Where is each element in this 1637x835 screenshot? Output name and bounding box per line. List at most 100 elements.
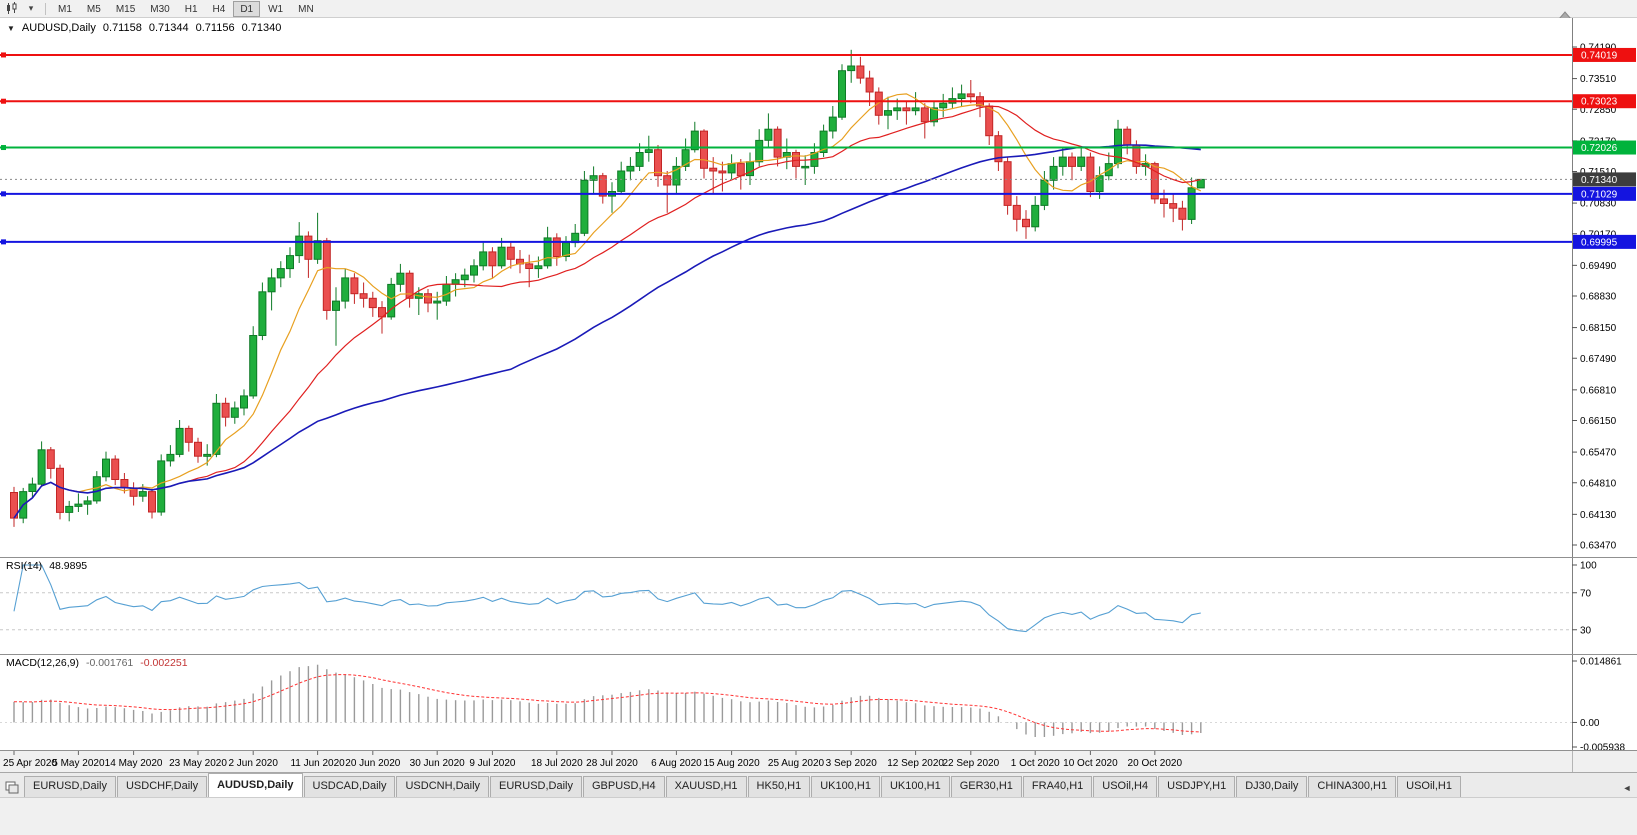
svg-text:0.73023: 0.73023	[1581, 97, 1618, 108]
svg-text:2 Jun 2020: 2 Jun 2020	[228, 758, 278, 769]
ohlc-high: 0.71344	[148, 22, 189, 34]
svg-text:0.70170: 0.70170	[1580, 229, 1617, 240]
svg-text:25 Aug 2020: 25 Aug 2020	[768, 758, 825, 769]
status-bar	[0, 797, 1637, 835]
chart-type-dropdown-icon[interactable]: ▾	[28, 3, 34, 13]
chart-tab-usdjpy-h1[interactable]: USDJPY,H1	[1158, 776, 1236, 797]
candlestick-glyph	[7, 2, 17, 14]
chart-tab-audusd-daily[interactable]: AUDUSD,Daily	[208, 773, 303, 797]
candlestick-chart-icon[interactable]	[3, 1, 21, 17]
timeframe-buttons: M1 M5 M15 M30 H1 H4 D1 W1 MN	[51, 0, 321, 17]
chart-tab-eurusd-daily[interactable]: EURUSD,Daily	[24, 776, 116, 797]
chart-symbol-label: AUDUSD,Daily	[21, 22, 96, 34]
svg-text:0.66810: 0.66810	[1580, 385, 1617, 396]
chart-tab-eurusd-daily[interactable]: EURUSD,Daily	[490, 776, 582, 797]
timeframe-button-m30[interactable]: M30	[150, 3, 170, 15]
chart-tab-usoil-h1[interactable]: USOil,H1	[1397, 776, 1461, 797]
panel-splitter[interactable]	[0, 654, 1637, 655]
time-axis[interactable]: 25 Apr 2020 5 May 2020 14 May 2020 23 May 2…	[0, 750, 1637, 772]
svg-text:0.68150: 0.68150	[1580, 323, 1617, 334]
collapse-chart-icon[interactable]: ▼	[7, 23, 15, 33]
tab-scroll-left-icon[interactable]: ◄	[1622, 783, 1632, 793]
svg-text:23 May 2020: 23 May 2020	[169, 758, 227, 769]
svg-text:0.72026: 0.72026	[1581, 143, 1618, 154]
svg-text:9 Jul 2020: 9 Jul 2020	[469, 758, 516, 769]
ohlc-open: 0.71158	[102, 22, 142, 34]
timeframe-button-h1[interactable]: H1	[184, 3, 198, 15]
panel-splitter[interactable]	[0, 557, 1637, 558]
svg-text:11 Jun 2020: 11 Jun 2020	[290, 758, 345, 769]
rsi-value: 48.9895	[49, 560, 88, 572]
svg-text:0.69490: 0.69490	[1580, 261, 1617, 272]
svg-text:0.63470: 0.63470	[1580, 541, 1617, 552]
price-chart-panel[interactable]: 0.741900.735100.728500.721700.715100.708…	[0, 18, 1637, 557]
chart-tab-xauusd-h1[interactable]: XAUUSD,H1	[665, 776, 747, 797]
rsi-name: RSI(14)	[6, 560, 43, 572]
svg-text:0.64810: 0.64810	[1580, 478, 1617, 489]
timeframe-button-m1[interactable]: M1	[58, 3, 72, 15]
svg-text:6 Aug 2020: 6 Aug 2020	[651, 758, 702, 769]
svg-text:14 May 2020: 14 May 2020	[105, 758, 163, 769]
svg-text:0.70830: 0.70830	[1580, 199, 1617, 210]
svg-text:0.64130: 0.64130	[1580, 510, 1617, 521]
chart-tabs: EURUSD,Daily USDCHF,Daily AUDUSD,Daily USDC…	[24, 773, 1462, 797]
svg-text:0.71029: 0.71029	[1581, 189, 1618, 200]
macd-value-signal: -0.002251	[140, 657, 188, 669]
price-chart-canvas[interactable]: 0.741900.735100.728500.721700.715100.708…	[0, 18, 1637, 557]
timeframe-button-h4[interactable]: H4	[212, 3, 226, 15]
svg-text:0.65470: 0.65470	[1580, 448, 1617, 459]
svg-text:100: 100	[1580, 561, 1597, 572]
timeframe-button-mn[interactable]: MN	[298, 3, 314, 15]
svg-text:20 Oct 2020: 20 Oct 2020	[1128, 758, 1183, 769]
chart-tab-usoil-h4[interactable]: USOil,H4	[1093, 776, 1158, 797]
svg-text:1 Oct 2020: 1 Oct 2020	[1011, 758, 1060, 769]
timeframe-button-m15[interactable]: M15	[115, 3, 136, 15]
chart-tab-usdcnh-daily[interactable]: USDCNH,Daily	[396, 776, 490, 797]
chart-tab-hk50-h1[interactable]: HK50,H1	[747, 776, 811, 797]
chart-tab-bar: EURUSD,Daily USDCHF,Daily AUDUSD,Daily USDC…	[0, 772, 1637, 797]
svg-text:0.73510: 0.73510	[1580, 74, 1617, 85]
toolbar-separator	[45, 2, 46, 15]
ohlc-low: 0.71156	[195, 22, 235, 34]
chart-tab-gbpusd-h4[interactable]: GBPUSD,H4	[583, 776, 665, 797]
timeframe-toolbar: ▾ M1 M5 M15 M30 H1 H4 D1 W1 MN	[0, 0, 1637, 18]
svg-text:22 Sep 2020: 22 Sep 2020	[942, 758, 999, 769]
macd-name: MACD(12,26,9)	[6, 657, 79, 669]
svg-text:70: 70	[1580, 588, 1592, 599]
chart-tab-fra40-h1[interactable]: FRA40,H1	[1022, 776, 1093, 797]
macd-value-main: -0.001761	[85, 657, 134, 669]
svg-text:0.014861: 0.014861	[1580, 657, 1622, 668]
svg-text:15 Aug 2020: 15 Aug 2020	[704, 758, 761, 769]
rsi-canvas[interactable]: 100 70 30	[0, 558, 1637, 654]
chart-tab-ger30-h1[interactable]: GER30,H1	[950, 776, 1022, 797]
chart-tab-usdcad-daily[interactable]: USDCAD,Daily	[303, 776, 396, 797]
svg-text:0.68830: 0.68830	[1580, 292, 1617, 303]
svg-text:0.74019: 0.74019	[1581, 50, 1618, 61]
chart-tab-dj30-daily[interactable]: DJ30,Daily	[1236, 776, 1308, 797]
svg-text:12 Sep 2020: 12 Sep 2020	[887, 758, 944, 769]
svg-text:0.00: 0.00	[1580, 718, 1600, 729]
chart-tab-uk100-h1[interactable]: UK100,H1	[811, 776, 880, 797]
svg-text:0.67490: 0.67490	[1580, 354, 1617, 365]
timeframe-button-w1[interactable]: W1	[268, 3, 284, 15]
macd-indicator-panel[interactable]: 0.014861 0.00 -0.005938 MACD(12,26,9) -0.0…	[0, 655, 1637, 750]
macd-canvas[interactable]: 0.014861 0.00 -0.005938	[0, 655, 1637, 750]
chart-tab-usdchf-daily[interactable]: USDCHF,Daily	[116, 776, 208, 797]
timeframe-button-d1[interactable]: D1	[233, 0, 261, 17]
svg-text:0.66150: 0.66150	[1580, 416, 1617, 427]
svg-text:0.72850: 0.72850	[1580, 105, 1617, 116]
rsi-indicator-panel[interactable]: 100 70 30 RSI(14) 48.9895	[0, 558, 1637, 654]
svg-text:20 Jun 2020: 20 Jun 2020	[345, 758, 400, 769]
windows-glyph	[5, 781, 19, 793]
svg-text:30 Jun 2020: 30 Jun 2020	[410, 758, 465, 769]
chart-windows-icon[interactable]	[2, 777, 22, 797]
timeframe-button-m5[interactable]: M5	[86, 3, 101, 15]
svg-text:-0.005938: -0.005938	[1580, 743, 1625, 751]
rsi-label: RSI(14) 48.9895	[6, 560, 87, 572]
svg-text:18 Jul 2020: 18 Jul 2020	[531, 758, 583, 769]
chart-tab-china300-h1[interactable]: CHINA300,H1	[1308, 776, 1397, 797]
chart-tab-uk100-h1[interactable]: UK100,H1	[880, 776, 950, 797]
svg-text:0.71340: 0.71340	[1581, 175, 1618, 186]
